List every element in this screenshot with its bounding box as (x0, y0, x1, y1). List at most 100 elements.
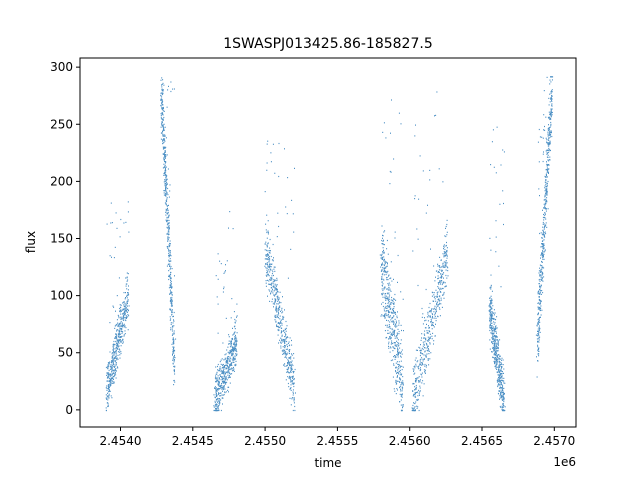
x-tick-label: 2.4545 (172, 434, 214, 448)
data-point (167, 209, 169, 211)
data-point (491, 298, 493, 300)
data-point (167, 212, 169, 214)
data-point (113, 370, 115, 372)
data-point (109, 255, 111, 257)
data-point (546, 192, 548, 194)
data-point (439, 295, 441, 297)
data-point (282, 317, 284, 319)
data-point (399, 374, 401, 376)
data-point (283, 330, 285, 332)
data-point (420, 364, 422, 366)
data-point (291, 368, 293, 370)
data-point (218, 392, 219, 394)
data-point (501, 363, 503, 365)
data-point (114, 372, 116, 374)
data-point (169, 276, 171, 278)
data-point (399, 393, 401, 395)
data-point (285, 206, 287, 208)
data-point (293, 382, 295, 385)
data-point (393, 303, 395, 305)
data-point (267, 255, 269, 257)
data-point (540, 300, 541, 302)
data-point (217, 380, 219, 382)
data-point (286, 357, 288, 359)
data-point (550, 76, 552, 78)
data-point (173, 88, 175, 90)
data-point (418, 380, 419, 382)
data-point (218, 377, 220, 379)
data-point (223, 394, 225, 396)
data-point (234, 341, 236, 343)
y-tick-label: 200 (50, 174, 73, 188)
data-point (226, 381, 228, 383)
data-point (495, 336, 497, 339)
data-point (495, 330, 497, 332)
data-point (217, 409, 219, 412)
data-point (229, 346, 231, 348)
data-point (426, 349, 428, 351)
data-point (385, 261, 387, 263)
data-point (174, 370, 175, 372)
data-point (550, 149, 551, 151)
data-point (272, 303, 274, 305)
data-point (496, 357, 498, 359)
data-point (422, 364, 424, 366)
data-point (119, 328, 121, 330)
data-point (446, 251, 448, 253)
data-point (288, 363, 290, 365)
data-point (271, 273, 273, 275)
data-point (227, 386, 229, 388)
data-point (283, 364, 285, 366)
data-point (167, 239, 169, 241)
data-point (490, 325, 492, 327)
data-point (400, 123, 402, 125)
data-point (168, 255, 170, 257)
data-point (546, 187, 548, 189)
data-point (502, 406, 504, 408)
data-point (384, 295, 386, 297)
data-point (169, 265, 170, 267)
data-point (118, 334, 119, 336)
data-point (161, 90, 163, 92)
data-point (114, 365, 116, 367)
data-point (161, 86, 163, 88)
data-point (162, 148, 164, 150)
data-point (115, 355, 117, 357)
data-point (265, 258, 267, 260)
data-point (540, 300, 542, 302)
data-point (393, 298, 395, 300)
data-point (218, 409, 220, 412)
data-point (493, 350, 495, 352)
data-point (541, 243, 542, 245)
data-point (539, 307, 541, 309)
data-point (502, 409, 504, 412)
data-point (173, 365, 175, 368)
data-point (548, 127, 550, 129)
data-point (500, 391, 502, 393)
data-point (269, 238, 271, 241)
data-point (381, 269, 383, 271)
data-point (106, 387, 108, 390)
data-point (125, 310, 127, 312)
data-point (115, 357, 117, 359)
data-point (234, 349, 236, 351)
data-point (536, 338, 538, 340)
data-point (128, 310, 129, 312)
data-point (421, 374, 423, 376)
data-point (281, 340, 283, 342)
data-point (268, 261, 270, 263)
data-point (537, 353, 539, 355)
data-point (544, 181, 546, 183)
data-point (224, 380, 225, 382)
data-point (537, 335, 538, 337)
data-point (547, 116, 549, 118)
data-point (225, 382, 226, 384)
data-point (399, 365, 401, 367)
data-point (416, 228, 418, 230)
data-point (543, 223, 545, 225)
data-point (112, 372, 114, 374)
data-point (215, 380, 217, 382)
data-point (549, 79, 551, 81)
data-point (218, 384, 220, 386)
data-point (382, 240, 384, 242)
